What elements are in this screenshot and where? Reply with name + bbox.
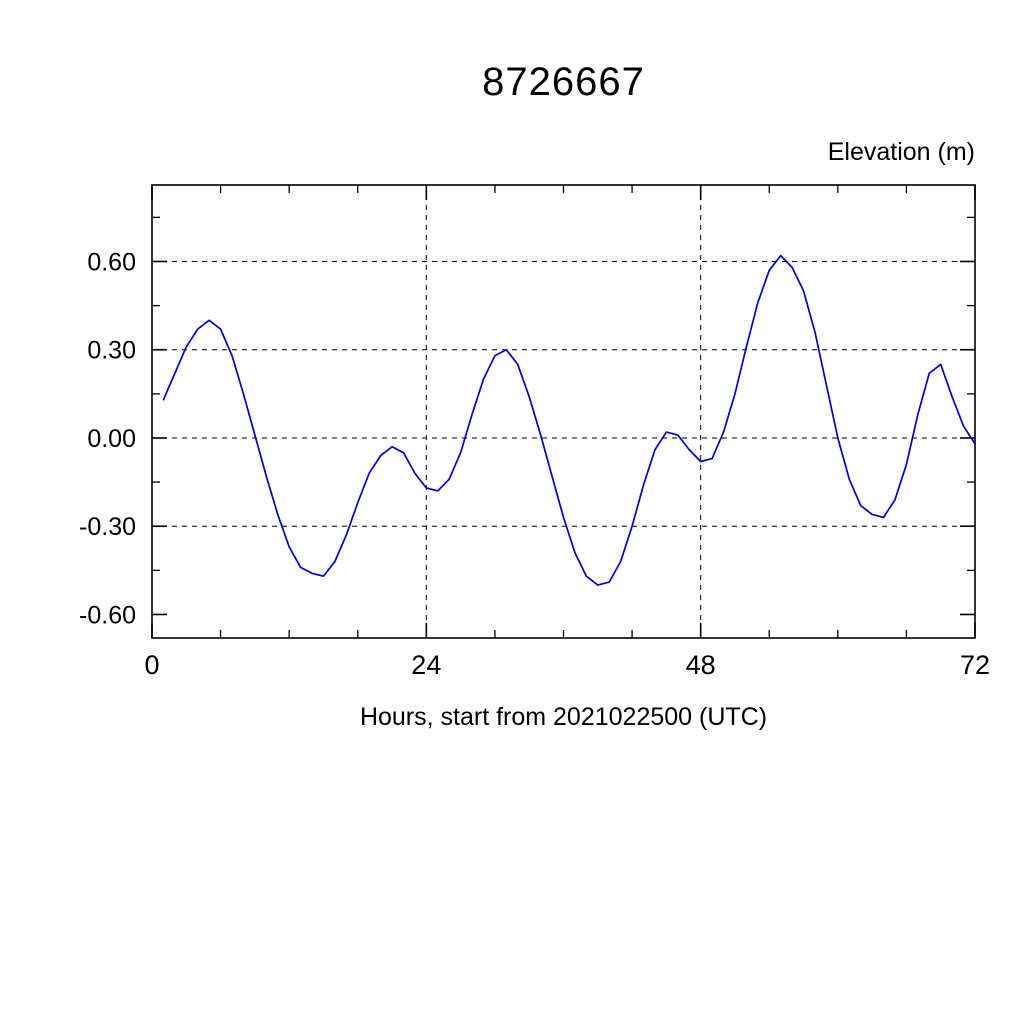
y-tick-label: -0.60	[79, 601, 136, 629]
chart-title: 8726667	[482, 60, 645, 104]
x-tick-label: 0	[144, 650, 159, 680]
x-tick-label: 48	[686, 650, 716, 680]
elevation-line	[162, 254, 976, 586]
y-tick-label: 0.60	[87, 248, 136, 276]
y-axis-title: Elevation (m)	[827, 138, 975, 166]
y-tick-label: 0.00	[87, 425, 136, 453]
y-tick-label: 0.30	[87, 337, 136, 365]
plot-frame	[151, 184, 976, 639]
y-tick-label: -0.30	[79, 513, 136, 541]
x-tick-label: 24	[411, 650, 441, 680]
x-tick-label: 72	[960, 650, 990, 680]
x-axis-title: Hours, start from 2021022500 (UTC)	[359, 703, 768, 731]
